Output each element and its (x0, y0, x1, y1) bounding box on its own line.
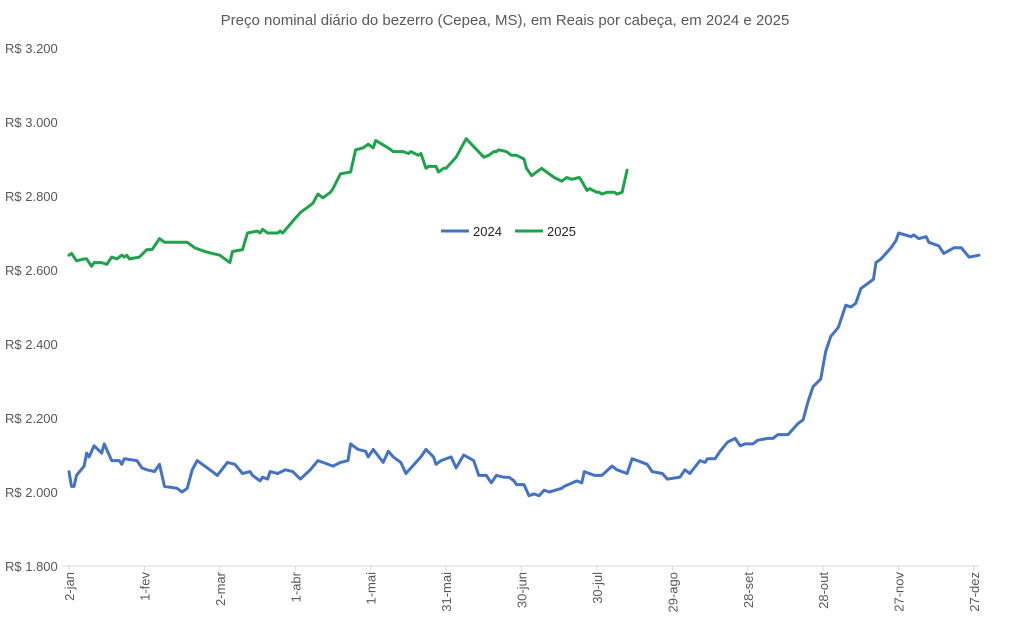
x-tick-label: 30-jul (590, 572, 605, 604)
series-group (67, 137, 981, 498)
x-tick-label: 2-mar (213, 571, 228, 606)
y-tick-label: R$ 3.000 (5, 115, 58, 130)
x-tick-label: 1-fev (137, 572, 152, 601)
x-tick-label: 28-out (816, 572, 831, 609)
y-tick-label: R$ 3.200 (5, 41, 58, 56)
y-axis: R$ 3.200 R$ 3.000 R$ 2.800 R$ 2.600 R$ 2.400… (5, 41, 58, 574)
y-tick-label: R$ 1.800 (5, 559, 58, 574)
x-tick-label: 1-mai (364, 572, 379, 605)
y-tick-label: R$ 2.200 (5, 411, 58, 426)
x-axis: 2-jan 1-fev 2-mar 1-abr 1-mai 31-mai 30-jun 30-… (62, 565, 982, 612)
y-tick-label: R$ 2.600 (5, 263, 58, 278)
x-tick-label: 31-mai (439, 572, 454, 612)
y-tick-label: R$ 2.800 (5, 189, 58, 204)
x-tick-label: 29-ago (665, 572, 680, 612)
legend-label: 2024 (473, 224, 502, 239)
x-tick-label: 28-set (741, 572, 756, 609)
x-tick-label: 1-abr (288, 571, 303, 602)
series-line-2025 (67, 137, 629, 268)
legend: 2024 2025 (441, 224, 576, 239)
x-tick-label: 27-dez (967, 572, 982, 612)
legend-label: 2025 (547, 224, 576, 239)
x-tick-label: 27-nov (892, 572, 907, 612)
x-tick-label: 2-jan (62, 572, 77, 601)
series-line-2024 (67, 231, 981, 498)
chart-title: Preço nominal diário do bezerro (Cepea, … (221, 12, 790, 29)
y-tick-label: R$ 2.000 (5, 485, 58, 500)
y-tick-label: R$ 2.400 (5, 337, 58, 352)
x-tick-label: 30-jun (515, 572, 530, 608)
